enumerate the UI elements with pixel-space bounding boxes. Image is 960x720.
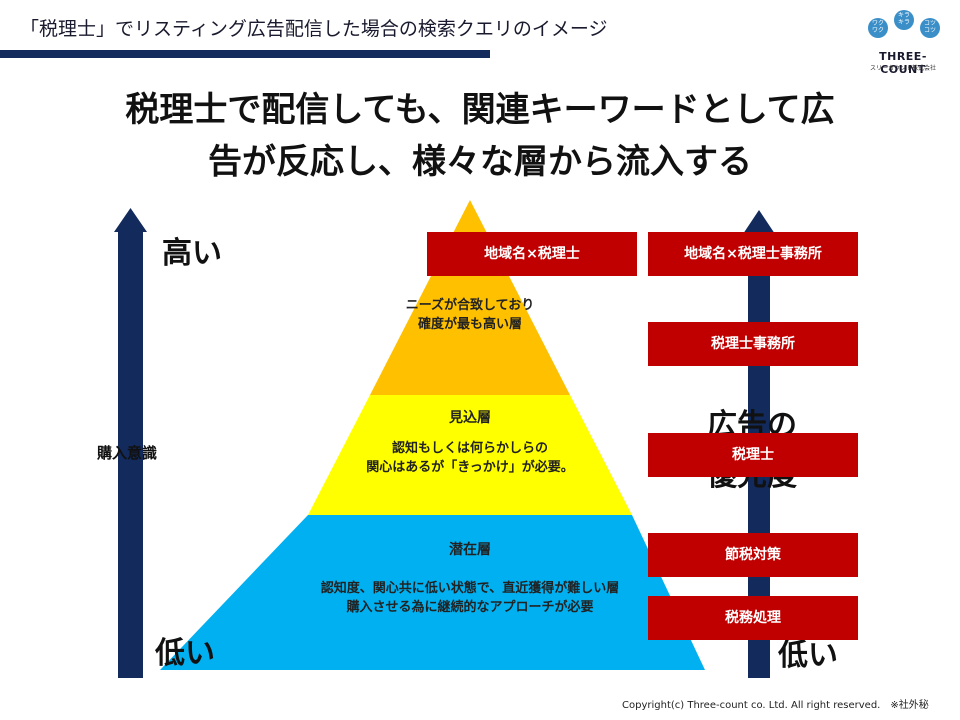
header-underline-bar (0, 50, 490, 58)
keyword-box-tax-processing: 税務処理 (648, 596, 858, 640)
purchase-intent-axis-label: 購入意識 (97, 444, 158, 462)
header-title: 「税理士」でリスティング広告配信した場合の検索クエリのイメージ (20, 18, 608, 40)
footer-copyright: Copyright(c) Three-count co. Ltd. All ri… (622, 700, 929, 711)
bottom-tier-title: 潜在層 (449, 542, 491, 558)
logo-name: THREE-COUNT (879, 50, 927, 76)
purchase-intent-high-label: 高い (162, 236, 222, 271)
keyword-box-tax-accountant: 税理士 (648, 433, 858, 477)
left-axis-arrow-head (114, 208, 147, 232)
pyramid-bottom-tier (160, 515, 705, 670)
middle-tier-title: 見込層 (449, 410, 491, 426)
middle-tier-description: 認知もしくは何らかしらの 関心はあるが「きっかけ」が必要。 (366, 441, 574, 475)
logo-bubble-1: ワク ワク (868, 18, 888, 38)
headline-line-2: 告が反応し、様々な層から流入する (208, 142, 752, 182)
keyword-box-tax-saving: 節税対策 (648, 533, 858, 577)
keyword-box-tax-office: 税理士事務所 (648, 322, 858, 366)
logo-subtitle: スリーカウント株式会社 (869, 65, 936, 72)
keyword-box-region-tax-accountant: 地域名×税理士 (427, 232, 637, 276)
keyword-box-region-tax-office: 地域名×税理士事務所 (648, 232, 858, 276)
bottom-tier-description: 認知度、関心共に低い状態で、直近獲得が難しい層 購入させる為に継続的なアプローチ… (320, 581, 620, 615)
pyramid-top-tier (370, 200, 570, 395)
three-count-logo: ワク ワク キラ キラ コツ コツ THREE-COUNT スリーカウント株式会… (858, 10, 948, 76)
ad-priority-low-label: 低い (778, 638, 838, 673)
logo-bubble-2: キラ キラ (894, 10, 914, 30)
left-axis-arrow-shaft (118, 232, 143, 678)
top-tier-description: ニーズが合致しており 確度が最も高い層 (405, 298, 535, 332)
headline-line-1: 税理士で配信しても、関連キーワードとして広 (125, 90, 835, 130)
right-axis-arrow-head (743, 210, 775, 234)
logo-bubble-3: コツ コツ (920, 18, 940, 38)
pyramid-middle-tier (308, 395, 632, 515)
purchase-intent-low-label: 低い (155, 636, 215, 671)
